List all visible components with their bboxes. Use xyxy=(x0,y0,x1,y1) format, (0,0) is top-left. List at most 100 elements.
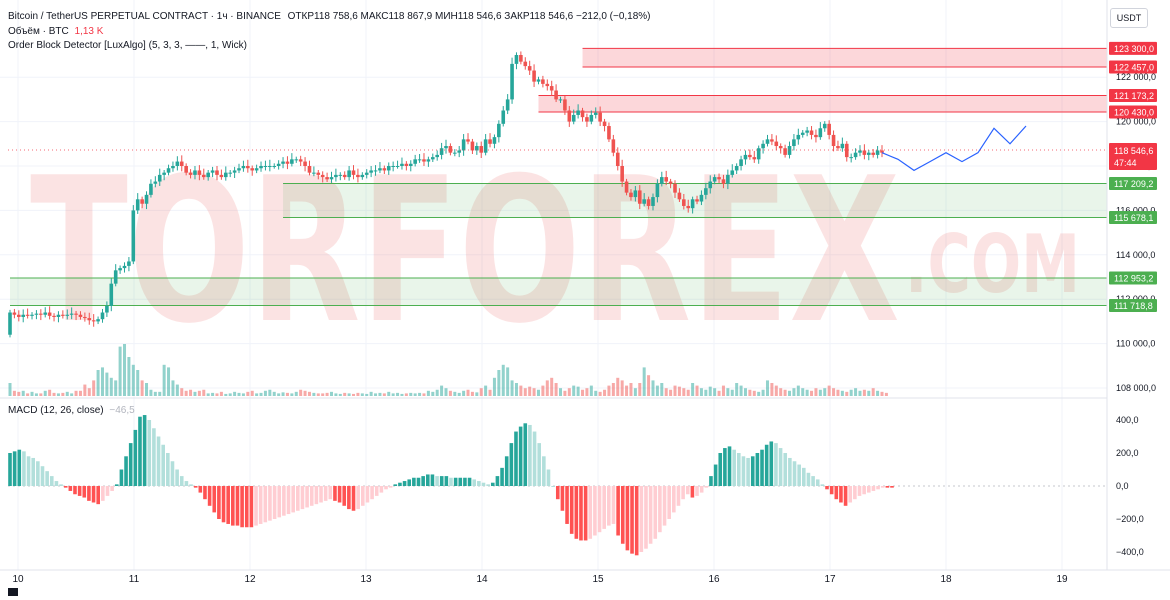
candle-body xyxy=(360,174,365,178)
volume-bar xyxy=(514,383,518,396)
currency-unit-button[interactable]: USDT xyxy=(1110,8,1148,28)
candle-body xyxy=(651,197,655,206)
candle-body xyxy=(30,314,34,316)
volume-bar xyxy=(492,377,496,396)
macd-bar xyxy=(667,486,671,519)
volume-bar xyxy=(409,392,413,396)
macd-bar xyxy=(323,486,328,501)
candle-body xyxy=(770,139,774,142)
candle-body xyxy=(532,70,536,82)
candle-body xyxy=(545,83,550,87)
macd-bar xyxy=(481,482,486,486)
macd-bar xyxy=(356,486,360,510)
volume-bar xyxy=(343,392,347,396)
volume-bar xyxy=(757,391,761,396)
macd-bar xyxy=(681,486,685,500)
last-price-tag: 118 546,6 47:44 xyxy=(1109,143,1157,170)
macd-bar xyxy=(764,444,769,486)
macd-bar xyxy=(258,486,263,524)
projection-path xyxy=(881,125,1027,172)
volume-bar xyxy=(369,391,373,396)
price-tick: 120 000,0 xyxy=(1116,117,1156,127)
indicator-legend[interactable]: Order Block Detector [LuxAlgo] (5, 3, 3,… xyxy=(8,40,247,51)
volume-bar xyxy=(26,393,30,396)
volume-bar xyxy=(250,390,254,396)
volume-bar xyxy=(281,392,285,396)
macd-bar xyxy=(727,446,732,486)
candle-body xyxy=(479,146,484,153)
macd-bar xyxy=(815,479,820,486)
volume-bar xyxy=(391,393,395,396)
time-tick: 14 xyxy=(476,574,488,585)
candle-body xyxy=(303,161,307,166)
macd-bar xyxy=(500,467,504,486)
volume-bar xyxy=(519,385,523,396)
candle-body xyxy=(39,313,43,315)
volume-bar xyxy=(457,392,461,396)
macd-bar xyxy=(147,420,152,486)
last-price-countdown: 47:44 xyxy=(1114,158,1137,168)
order-block-price-label: 112 953,2 xyxy=(1114,274,1153,284)
candle-body xyxy=(673,183,677,193)
candle-body xyxy=(74,313,78,315)
volume-bar xyxy=(682,388,686,396)
candle-body xyxy=(268,166,272,167)
symbol-title[interactable]: Bitcoin / TetherUS PERPETUAL CONTRACT · … xyxy=(8,11,281,22)
macd-bar xyxy=(82,486,87,498)
macd-bar xyxy=(212,486,217,513)
candle-body xyxy=(523,61,528,67)
candle-body xyxy=(422,159,426,162)
ohlc-values: ОТКР118 758,6 МАКС118 867,9 МИН118 546,6… xyxy=(287,11,651,22)
candle-body xyxy=(875,150,880,155)
volume-bar xyxy=(717,390,721,396)
macd-bar xyxy=(467,477,472,486)
volume-bar xyxy=(12,390,16,396)
macd-scale[interactable]: 400,0 200,0 0,0 −200,0 −400,0 xyxy=(1116,415,1144,557)
volume-bar xyxy=(228,393,232,396)
time-scale[interactable]: 10 11 12 13 14 15 16 17 18 19 xyxy=(0,569,1170,585)
macd-bar xyxy=(560,486,565,511)
volume-bar xyxy=(316,393,320,396)
volume-bar xyxy=(43,390,47,396)
volume-bar xyxy=(792,388,796,396)
candle-body xyxy=(131,210,136,262)
volume-legend[interactable]: Объём · BTC 1,13 K xyxy=(8,26,103,37)
candle-body xyxy=(69,313,74,315)
time-tick: 16 xyxy=(708,574,720,585)
volume-bar xyxy=(867,390,871,396)
macd-bar xyxy=(296,486,300,511)
macd-bar xyxy=(537,443,541,486)
volume-value: 1,13 K xyxy=(74,26,104,37)
order-block-price-label: 122 457,0 xyxy=(1114,63,1154,73)
price-tick: 116 000,0 xyxy=(1116,205,1155,215)
candle-body xyxy=(466,139,470,142)
candle-body xyxy=(695,199,699,202)
macd-bar xyxy=(565,486,569,524)
macd-bar xyxy=(425,474,430,486)
volume-bar xyxy=(488,389,492,396)
candle-body xyxy=(646,199,651,206)
candle-body xyxy=(351,170,356,175)
candles xyxy=(8,51,884,338)
volume-bar xyxy=(523,388,527,396)
macd-tick: 400,0 xyxy=(1116,415,1139,425)
macd-bar xyxy=(639,486,644,552)
price-labels: 123 300,0 122 457,0 121 173,2 120 430,0 117 … xyxy=(1109,41,1157,312)
volume-bar xyxy=(796,385,800,396)
macd-bar xyxy=(857,486,862,496)
volume-bar xyxy=(475,392,479,396)
candle-body xyxy=(748,154,752,158)
volume-bar xyxy=(572,385,576,396)
macd-bar xyxy=(792,461,797,486)
candle-body xyxy=(329,177,334,180)
order-block-price-tag xyxy=(1109,298,1157,312)
volume-bar xyxy=(396,392,400,396)
candle-body xyxy=(312,172,316,174)
candle-body xyxy=(818,128,823,138)
macd-legend[interactable]: MACD (12, 26, close) −46,5 xyxy=(8,405,135,416)
macd-histogram xyxy=(8,415,894,556)
volume-bar xyxy=(642,367,646,396)
candle-body xyxy=(254,168,259,171)
